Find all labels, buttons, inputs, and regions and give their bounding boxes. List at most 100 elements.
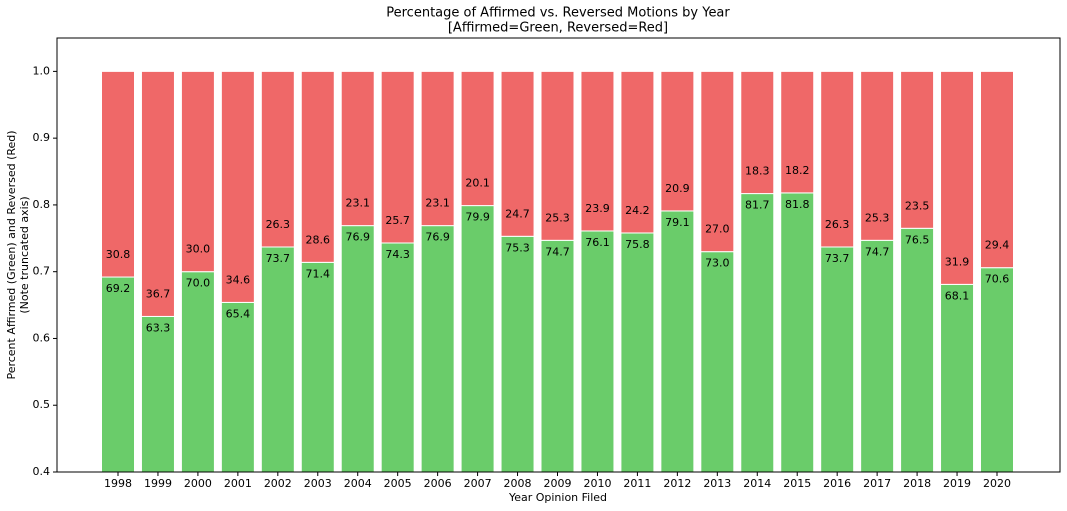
data-label: 70.0: [186, 277, 211, 290]
data-label: 81.8: [785, 198, 810, 211]
data-label: 65.4: [226, 307, 251, 320]
data-label: 23.9: [585, 202, 610, 215]
y-tick-label: 0.8: [33, 198, 51, 211]
x-tick-label: 2000: [184, 477, 212, 490]
x-tick-label: 1999: [144, 477, 172, 490]
bar-segment: [780, 70, 815, 194]
x-axis-label: Year Opinion Filed: [508, 491, 607, 504]
data-label: 36.7: [146, 287, 171, 300]
bar-segment: [700, 251, 735, 472]
data-label: 76.5: [905, 233, 930, 246]
data-label: 75.8: [625, 238, 650, 251]
data-label: 20.1: [465, 177, 490, 190]
x-tick-label: 2011: [623, 477, 651, 490]
bar-segment: [620, 232, 655, 472]
bar-segment: [740, 193, 775, 472]
x-tick-label: 2020: [983, 477, 1011, 490]
plot-area: [101, 70, 1014, 472]
x-tick-label: 2016: [823, 477, 851, 490]
data-label: 76.1: [585, 236, 610, 249]
bar-segment: [940, 283, 975, 472]
bar-segment: [500, 235, 535, 472]
data-label: 25.3: [865, 211, 890, 224]
bar-segment: [580, 70, 615, 232]
chart-subtitle: [Affirmed=Green, Reversed=Red]: [448, 21, 668, 36]
data-label: 76.9: [425, 231, 450, 244]
bar-segment: [860, 239, 895, 472]
bar-segment: [700, 70, 735, 253]
data-label: 24.2: [625, 204, 650, 217]
data-label: 26.3: [825, 218, 850, 231]
bar-segment: [900, 70, 935, 229]
data-label: 27.0: [705, 223, 730, 236]
y-tick-label: 0.5: [33, 398, 51, 411]
bar-segment: [300, 261, 335, 472]
data-label: 75.3: [505, 241, 530, 254]
y-axis-label: (Note truncated axis): [18, 196, 31, 313]
y-tick-label: 0.7: [33, 265, 51, 278]
data-label: 73.7: [266, 252, 291, 265]
x-tick-label: 2001: [224, 477, 252, 490]
bar-segment: [140, 315, 175, 472]
bar-segment: [540, 70, 575, 241]
bar-segment: [500, 70, 535, 237]
bar-segment: [300, 70, 335, 263]
data-label: 30.8: [106, 248, 131, 261]
bar-segment: [900, 227, 935, 472]
data-label: 74.7: [545, 245, 570, 258]
data-label: 73.0: [705, 257, 730, 270]
data-label: 79.9: [465, 211, 490, 224]
bar-segment: [980, 70, 1014, 269]
bar-segment: [460, 205, 495, 472]
bar-segment: [420, 225, 455, 472]
data-label: 81.7: [745, 199, 770, 212]
x-tick-label: 2002: [264, 477, 292, 490]
data-label: 23.1: [425, 197, 450, 210]
bar-segment: [860, 70, 895, 241]
y-tick-label: 1.0: [33, 64, 51, 77]
bar-segment: [180, 70, 215, 273]
bar-segment: [620, 70, 655, 234]
data-label: 28.6: [306, 233, 331, 246]
x-tick-label: 2019: [943, 477, 971, 490]
bar-segment: [940, 70, 975, 285]
bar-segment: [340, 225, 375, 472]
bar-segment: [660, 210, 695, 472]
data-label: 71.4: [306, 267, 331, 280]
data-label: 63.3: [146, 321, 171, 334]
data-label: 34.6: [226, 273, 251, 286]
x-tick-label: 2008: [504, 477, 532, 490]
x-tick-label: 2006: [424, 477, 452, 490]
y-axis-label: Percent Affirmed (Green) and Reversed (R…: [5, 130, 18, 379]
data-label: 68.1: [945, 289, 970, 302]
bar-segment: [260, 70, 295, 248]
data-label: 76.9: [345, 231, 370, 244]
bar-segment: [540, 239, 575, 472]
bar-segment: [220, 70, 255, 303]
data-label: 23.5: [905, 199, 930, 212]
bar-segment: [380, 70, 415, 244]
y-tick-label: 0.4: [33, 465, 51, 478]
bar-segment: [101, 70, 135, 278]
data-label: 73.7: [825, 252, 850, 265]
data-label: 70.6: [985, 273, 1010, 286]
x-tick-label: 2017: [863, 477, 891, 490]
data-label: 24.7: [505, 207, 530, 220]
bar-segment: [740, 70, 775, 195]
data-label: 25.3: [545, 211, 570, 224]
data-label: 69.2: [106, 282, 131, 295]
x-tick-label: 2010: [583, 477, 611, 490]
data-label: 25.7: [385, 214, 410, 227]
chart-title: Percentage of Affirmed vs. Reversed Moti…: [386, 6, 730, 21]
x-tick-label: 2014: [743, 477, 771, 490]
y-tick-label: 0.6: [33, 331, 51, 344]
x-tick-label: 2013: [703, 477, 731, 490]
bar-segment: [460, 70, 495, 207]
bar-segment: [340, 70, 375, 227]
data-label: 74.3: [385, 248, 410, 261]
data-label: 74.7: [865, 245, 890, 258]
x-tick-label: 2004: [344, 477, 372, 490]
data-label: 31.9: [945, 255, 970, 268]
data-label: 18.3: [745, 165, 770, 178]
bar-segment: [140, 70, 175, 317]
